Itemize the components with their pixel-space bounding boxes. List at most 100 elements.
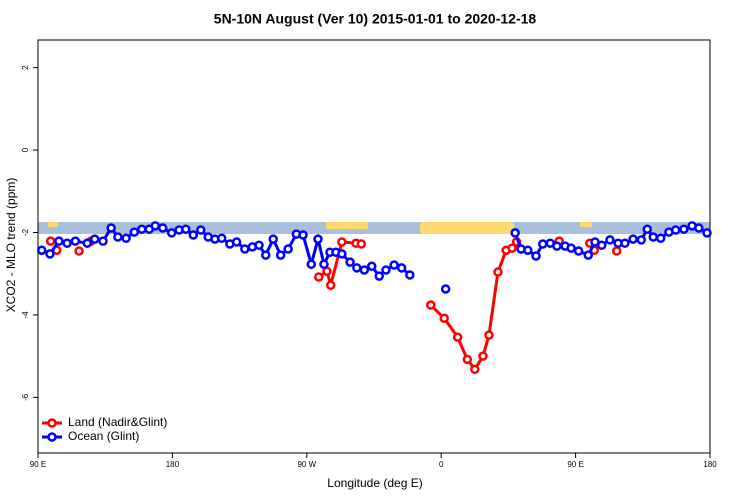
data-point <box>150 221 160 231</box>
data-point <box>82 238 93 248</box>
chart-title: 5N-10N August (Ver 10) 2015-01-01 to 202… <box>214 11 537 27</box>
data-point <box>636 235 647 245</box>
data-point <box>655 233 666 244</box>
data-point <box>359 265 370 275</box>
y-tick-label: 0 <box>21 147 30 152</box>
data-point <box>74 246 84 256</box>
data-point <box>642 224 653 234</box>
data-point <box>405 270 415 280</box>
legend-label: Land (Nadir&Glint) <box>68 415 167 429</box>
legend-label: Ocean (Glint) <box>68 429 139 443</box>
data-point <box>298 230 308 240</box>
data-point <box>283 244 293 254</box>
data-point <box>440 284 451 294</box>
data-point <box>268 234 278 244</box>
data-point <box>157 223 168 233</box>
data-point <box>54 236 64 246</box>
data-point <box>531 251 541 261</box>
data-point <box>106 223 116 233</box>
y-tick-label: -2 <box>21 228 30 236</box>
data-point <box>319 259 329 269</box>
data-point <box>507 243 517 253</box>
data-point <box>367 261 377 272</box>
y-axis-label: XCO2 - MLO trend (ppm) <box>4 178 18 313</box>
x-tick-label: 180 <box>703 460 717 469</box>
x-tick-label: 90 E <box>567 460 583 469</box>
y-tick-label: 2 <box>21 65 30 70</box>
land-patch <box>326 222 368 229</box>
data-point <box>484 330 494 340</box>
y-tick-label: -4 <box>21 311 30 319</box>
data-point <box>313 272 324 282</box>
data-point <box>605 235 615 245</box>
data-point <box>196 225 206 235</box>
data-point <box>620 238 630 248</box>
y-tick-label: -6 <box>21 393 30 401</box>
data-point <box>389 260 399 270</box>
data-point <box>45 249 55 259</box>
data-point <box>648 232 659 242</box>
data-point <box>166 228 177 238</box>
data-point <box>352 263 362 273</box>
data-point <box>98 236 108 246</box>
data-point <box>470 364 480 375</box>
plot-frame <box>37 39 711 454</box>
data-point <box>254 240 264 251</box>
data-point <box>89 234 100 244</box>
ocean-strip <box>38 222 710 234</box>
data-point <box>356 239 367 249</box>
data-point <box>113 232 123 242</box>
data-point <box>396 263 407 273</box>
data-point <box>325 280 336 290</box>
land-patch <box>420 222 514 234</box>
data-point <box>313 234 323 244</box>
data-point <box>462 354 473 365</box>
x-tick-label: 90 E <box>30 460 46 469</box>
data-point <box>337 237 347 247</box>
data-point <box>345 257 355 267</box>
data-point <box>62 238 72 248</box>
data-point <box>240 244 250 254</box>
map-strip <box>38 222 710 234</box>
land-patch <box>580 222 592 227</box>
series-line <box>319 242 617 369</box>
data-point <box>188 230 199 240</box>
data-point <box>510 228 520 238</box>
data-point <box>537 239 548 249</box>
data-point <box>493 267 503 277</box>
data-point <box>611 246 622 256</box>
data-point <box>36 245 47 255</box>
data-point <box>306 259 317 269</box>
data-point <box>439 313 449 323</box>
x-tick-label: 180 <box>166 460 180 469</box>
data-point <box>596 240 607 251</box>
data-point <box>566 243 576 253</box>
legend-marker <box>47 418 57 428</box>
data-point <box>45 236 56 246</box>
data-point <box>478 351 488 361</box>
data-point <box>573 246 584 256</box>
legend-marker <box>47 432 57 442</box>
data-point <box>70 236 81 246</box>
x-axis-label: Longitude (deg E) <box>327 476 422 490</box>
data-point <box>137 224 147 234</box>
data-point <box>628 234 638 244</box>
data-point <box>425 300 436 310</box>
data-point <box>260 250 271 260</box>
data-point <box>523 245 533 255</box>
data-point <box>694 223 704 233</box>
data-point <box>374 271 384 281</box>
data-point <box>702 228 712 238</box>
x-tick-label: 90 W <box>297 460 316 469</box>
data-point <box>181 224 191 234</box>
data-point <box>337 249 347 259</box>
land-patch <box>48 222 58 227</box>
data-point <box>452 332 463 342</box>
data-point <box>231 237 242 247</box>
data-point <box>275 250 286 260</box>
data-point <box>216 233 227 244</box>
data-point <box>583 250 594 260</box>
data-point <box>121 233 131 244</box>
data-point <box>679 224 689 234</box>
